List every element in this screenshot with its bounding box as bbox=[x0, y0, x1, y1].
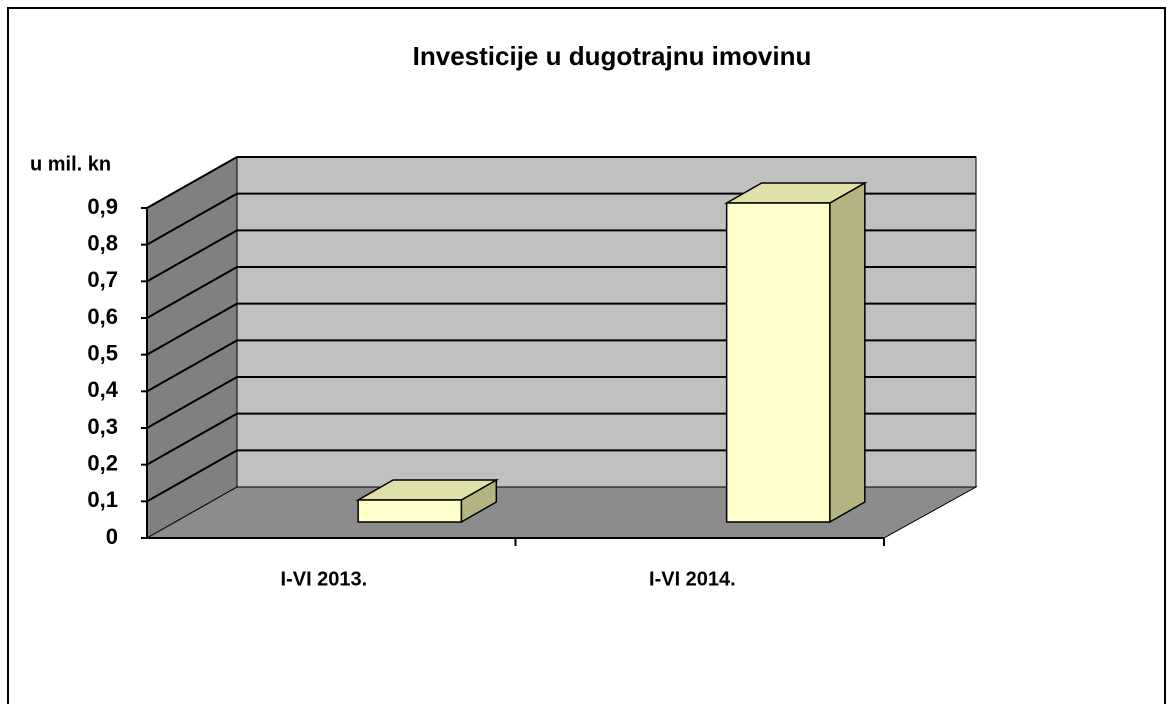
grid-line bbox=[146, 412, 238, 466]
y-tick-label: 0,9 bbox=[87, 194, 118, 219]
bar bbox=[357, 499, 463, 523]
grid-line bbox=[146, 156, 238, 209]
grid-line bbox=[146, 229, 238, 283]
y-tick-label: 0,1 bbox=[87, 487, 118, 512]
y-tick-label: 0 bbox=[106, 524, 118, 549]
x-tick-label: I-VI 2014. bbox=[649, 568, 736, 590]
y-tick-label: 0,4 bbox=[87, 377, 118, 402]
grid-line bbox=[146, 266, 238, 319]
y-tick-label: 0,8 bbox=[87, 230, 118, 255]
bar-side bbox=[829, 181, 866, 524]
grid-line bbox=[146, 376, 238, 429]
grid-line bbox=[146, 449, 238, 503]
y-tick-label: 0,5 bbox=[87, 340, 118, 365]
grid-line bbox=[146, 302, 238, 356]
y-tick-label: 0,6 bbox=[87, 304, 118, 329]
y-tick-label: 0,3 bbox=[87, 414, 118, 439]
y-tick-label: 0,7 bbox=[87, 267, 118, 292]
chart-title: Investicije u dugotrajnu imovinu bbox=[413, 41, 812, 71]
y-axis-label: u mil. kn bbox=[30, 153, 111, 175]
bar bbox=[725, 202, 831, 523]
grid-line bbox=[146, 339, 238, 393]
x-tick-label: I-VI 2013. bbox=[281, 568, 368, 590]
grid-line bbox=[146, 192, 238, 246]
y-tick-label: 0,2 bbox=[87, 450, 118, 475]
